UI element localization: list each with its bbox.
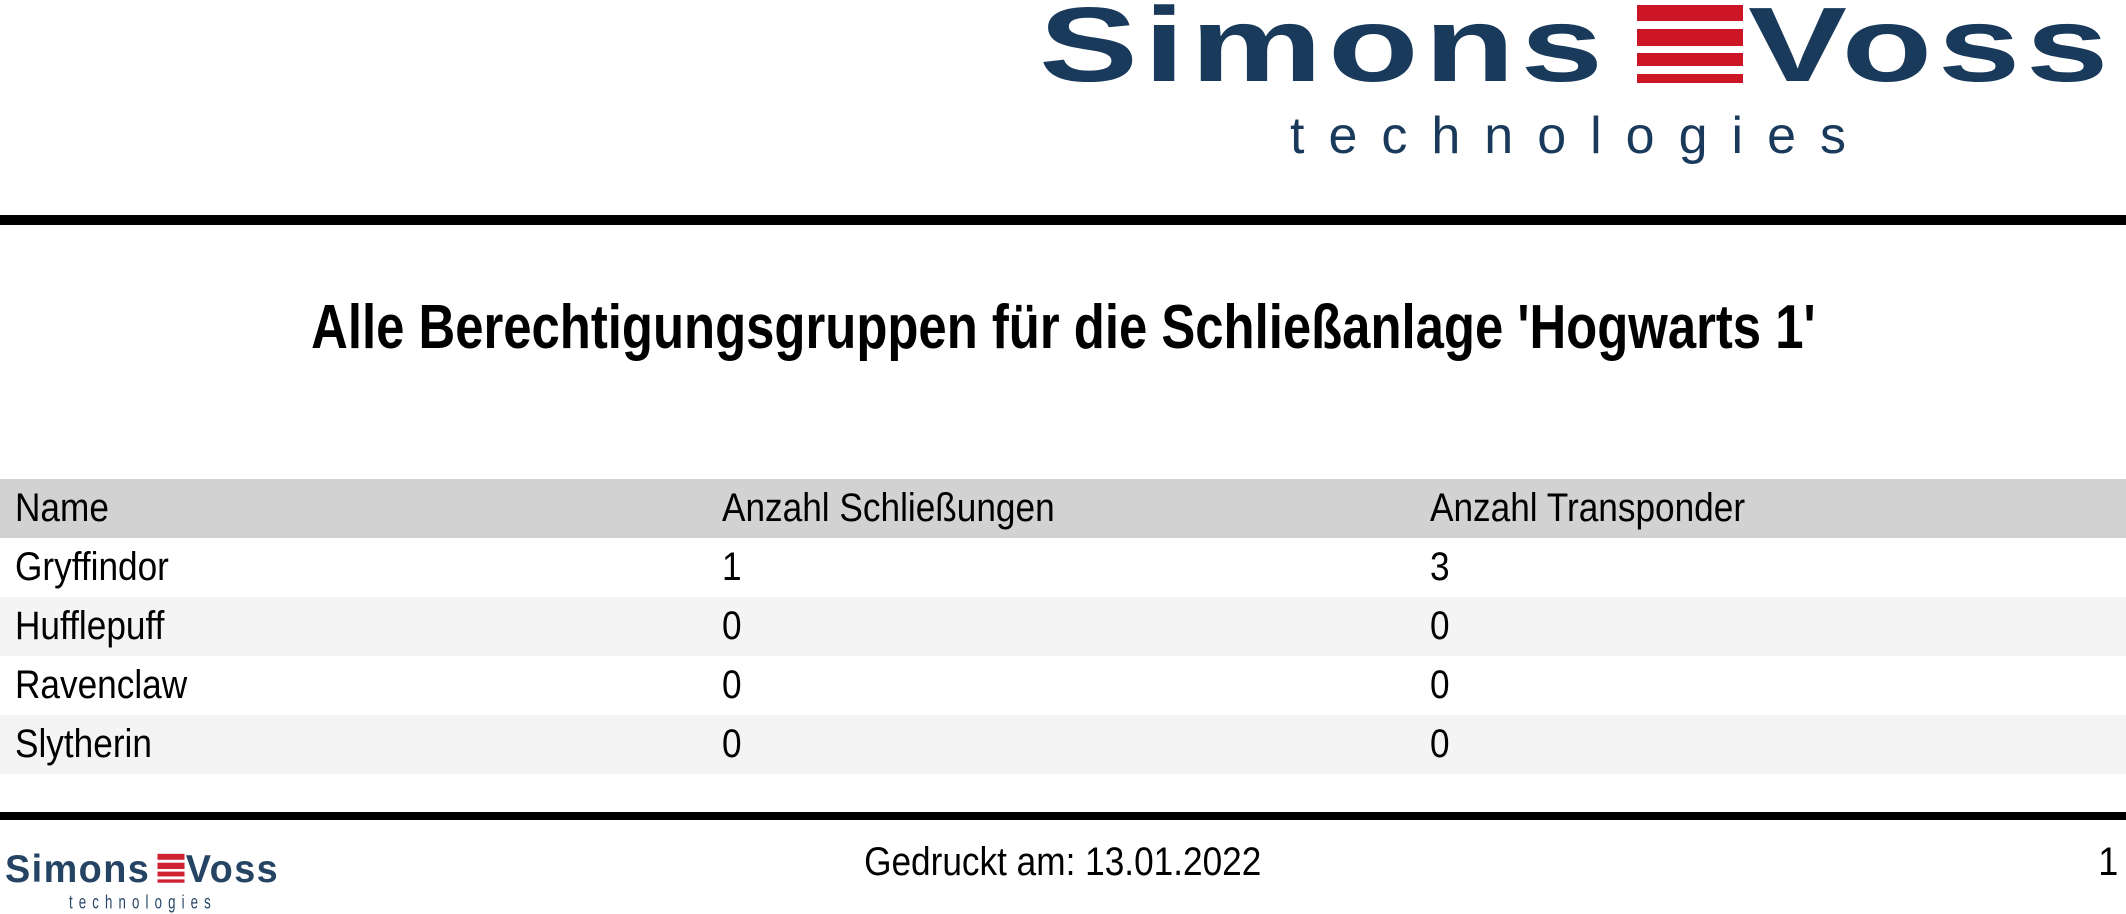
cell-schliessungen: 0	[722, 656, 1430, 715]
cell-name-value: Ravenclaw	[15, 663, 188, 707]
cell-transponder: 0	[1430, 656, 2126, 715]
printed-date: Gedruckt am: 13.01.2022	[0, 836, 2126, 888]
cell-schliessungen: 1	[722, 538, 1430, 597]
table-row: Slytherin 0 0	[0, 715, 2126, 774]
cell-transponder-value: 0	[1430, 663, 1450, 707]
cell-transponder: 3	[1430, 538, 2126, 597]
cell-schliessungen-value: 0	[722, 604, 742, 648]
cell-transponder: 0	[1430, 597, 2126, 656]
simonsvoss-footer-logo: Simons Voss technologies	[5, 846, 283, 914]
cell-transponder: 0	[1430, 715, 2126, 774]
report-table: Name Anzahl Schließungen Anzahl Transpon…	[0, 479, 2126, 774]
cell-transponder-value: 0	[1430, 604, 1450, 648]
column-header-schliessungen-label: Anzahl Schließungen	[722, 486, 1055, 530]
footer-logo-stripes-icon	[157, 853, 185, 883]
cell-transponder-value: 3	[1430, 545, 1450, 589]
page-title-text: Alle Berechtigungsgruppen für die Schlie…	[310, 293, 1816, 362]
cell-schliessungen: 0	[722, 715, 1430, 774]
cell-name: Gryffindor	[0, 538, 722, 597]
logo-simons-text: Simons	[1039, 0, 1609, 104]
cell-name-value: Gryffindor	[15, 545, 169, 589]
page-title: Alle Berechtigungsgruppen für die Schlie…	[0, 292, 2126, 364]
cell-name: Ravenclaw	[0, 656, 722, 715]
cell-name: Slytherin	[0, 715, 722, 774]
footer-logo-voss-text: Voss	[185, 846, 280, 891]
column-header-name-label: Name	[15, 486, 109, 530]
footer-divider	[0, 812, 2126, 820]
logo-stripes-icon	[1637, 5, 1743, 83]
table-row: Hufflepuff 0 0	[0, 597, 2126, 656]
header-divider	[0, 215, 2126, 225]
cell-schliessungen-value: 0	[722, 663, 742, 707]
logo-technologies-text: technologies	[1290, 107, 1870, 165]
page-number: 1	[2097, 840, 2118, 884]
cell-schliessungen-value: 0	[722, 722, 742, 766]
column-header-transponder-label: Anzahl Transponder	[1430, 486, 1746, 530]
cell-schliessungen: 0	[722, 597, 1430, 656]
table-row: Gryffindor 1 3	[0, 538, 2126, 597]
cell-schliessungen-value: 1	[722, 545, 742, 589]
table-row: Ravenclaw 0 0	[0, 656, 2126, 715]
logo-voss-text: Voss	[1748, 0, 2115, 104]
printed-date-text: Gedruckt am: 13.01.2022	[864, 840, 1262, 884]
column-header-name: Name	[0, 479, 722, 538]
cell-name-value: Slytherin	[15, 722, 152, 766]
cell-name-value: Hufflepuff	[15, 604, 165, 648]
cell-transponder-value: 0	[1430, 722, 1450, 766]
cell-name: Hufflepuff	[0, 597, 722, 656]
column-header-schliessungen: Anzahl Schließungen	[722, 479, 1430, 538]
column-header-transponder: Anzahl Transponder	[1430, 479, 2126, 538]
footer-logo-simons-text: Simons	[5, 846, 151, 891]
table-header-row: Name Anzahl Schließungen Anzahl Transpon…	[0, 479, 2126, 538]
footer-logo-technologies-text: technologies	[69, 891, 217, 914]
